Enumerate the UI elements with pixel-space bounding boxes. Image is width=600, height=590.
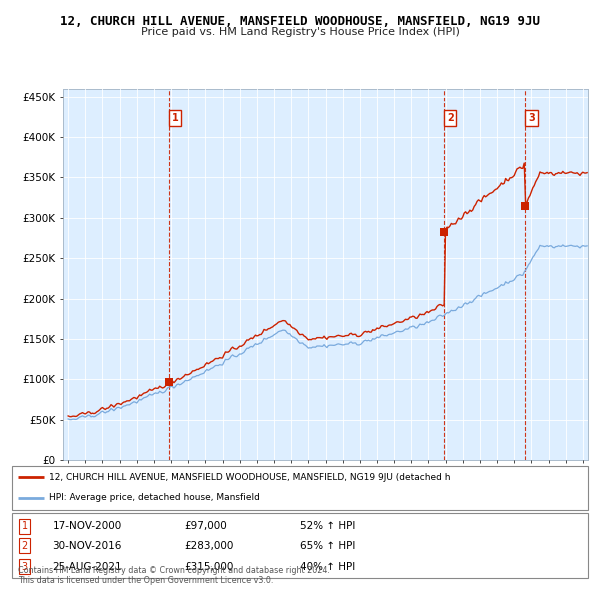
FancyBboxPatch shape	[12, 513, 588, 578]
Text: £283,000: £283,000	[185, 541, 234, 550]
Text: 3: 3	[528, 113, 535, 123]
Text: £315,000: £315,000	[185, 562, 234, 572]
Text: Price paid vs. HM Land Registry's House Price Index (HPI): Price paid vs. HM Land Registry's House …	[140, 27, 460, 37]
Text: 52% ↑ HPI: 52% ↑ HPI	[300, 522, 355, 531]
Text: 17-NOV-2000: 17-NOV-2000	[52, 522, 122, 531]
Text: 25-AUG-2021: 25-AUG-2021	[52, 562, 122, 572]
FancyBboxPatch shape	[12, 466, 588, 510]
Text: £97,000: £97,000	[185, 522, 227, 531]
Text: 12, CHURCH HILL AVENUE, MANSFIELD WOODHOUSE, MANSFIELD, NG19 9JU: 12, CHURCH HILL AVENUE, MANSFIELD WOODHO…	[60, 15, 540, 28]
Text: Contains HM Land Registry data © Crown copyright and database right 2024.
This d: Contains HM Land Registry data © Crown c…	[18, 566, 330, 585]
Text: 30-NOV-2016: 30-NOV-2016	[52, 541, 122, 550]
Text: HPI: Average price, detached house, Mansfield: HPI: Average price, detached house, Mans…	[49, 493, 260, 503]
Text: 2: 2	[447, 113, 454, 123]
Text: 1: 1	[172, 113, 178, 123]
Text: 3: 3	[22, 562, 28, 572]
Text: 40% ↑ HPI: 40% ↑ HPI	[300, 562, 355, 572]
Text: 65% ↑ HPI: 65% ↑ HPI	[300, 541, 355, 550]
Text: 12, CHURCH HILL AVENUE, MANSFIELD WOODHOUSE, MANSFIELD, NG19 9JU (detached h: 12, CHURCH HILL AVENUE, MANSFIELD WOODHO…	[49, 473, 451, 481]
Text: 1: 1	[22, 522, 28, 531]
Text: 2: 2	[22, 541, 28, 550]
